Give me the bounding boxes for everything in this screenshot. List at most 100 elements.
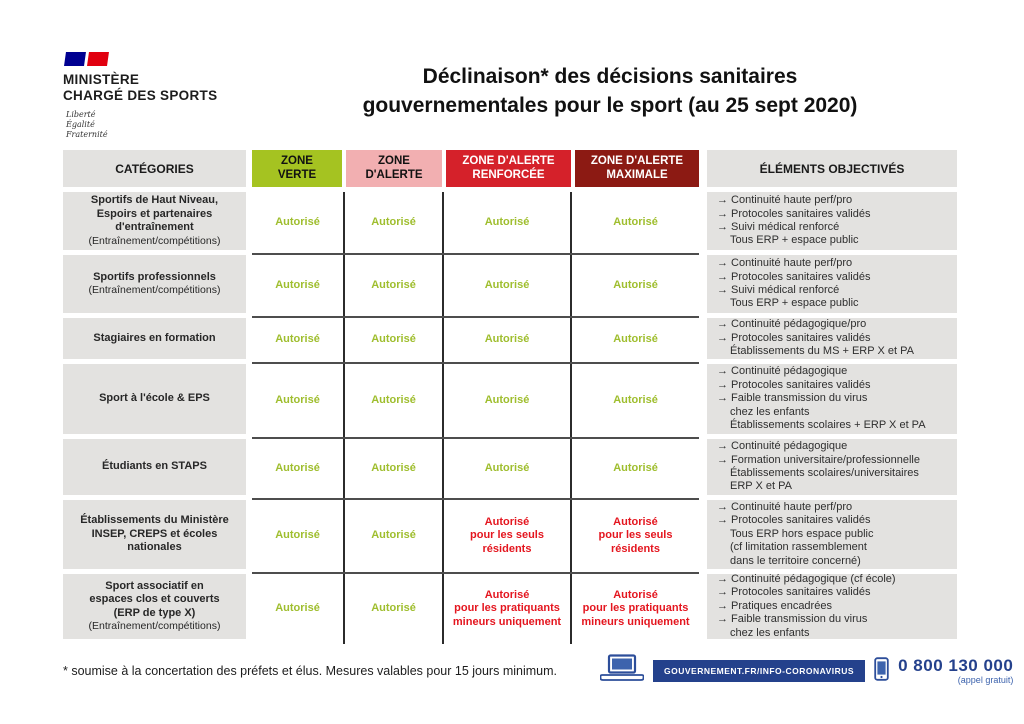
page-title: Déclinaison* des décisions sanitaires go… [300, 62, 920, 120]
element-line: → Continuité haute perf/pro [717, 257, 853, 270]
zone-status-cell: Autorisé pour les seuls résidents [598, 515, 673, 555]
zone-status-cell: Autorisé [345, 500, 444, 572]
element-line: → Formation universitaire/professionnell… [717, 453, 920, 466]
category-sublabel: (Entraînement/compétitions) [88, 620, 221, 633]
motto-fraternite: Fraternité [66, 130, 108, 139]
table-row: Sport à l'école & EPS Autorisé Autorisé Aut… [63, 364, 957, 439]
element-line: → Continuité haute perf/pro [717, 194, 853, 207]
zone-status-cell: Autorisé [444, 192, 572, 253]
zone-status-cell: Autorisé pour les seuls résidents [444, 500, 572, 572]
category-cell: Sportifs de Haut Niveau, Espoirs et part… [63, 192, 246, 250]
table-row: Sport associatif en espaces clos et couv… [63, 572, 957, 644]
zone-status-cell: Autorisé [613, 215, 658, 228]
element-line: Établissements scolaires/universitaires [730, 467, 919, 479]
zone-status-cell: Autorisé [613, 461, 658, 474]
zone-cells: Autorisé Autorisé Autorisé Autorisé [252, 318, 699, 364]
element-line: → Continuité haute perf/pro [717, 500, 853, 513]
zone-cells: Autorisé Autorisé Autorisé pour les seuls … [252, 500, 699, 574]
elements-cell: → Continuité pédagogique/pro → Protocoles… [707, 318, 957, 359]
decision-table: CATÉGORIES ZONE VERTE ZONE D'ALERTE ZONE D… [63, 150, 957, 644]
element-line: → Faible transmission du virus [717, 613, 868, 626]
header-categories: CATÉGORIES [63, 150, 246, 187]
category-label: Établissements du Ministère INSEP, CREPS… [80, 514, 229, 554]
element-line: Tous ERP + espace public [730, 234, 859, 247]
category-sublabel: (Entraînement/compétitions) [88, 234, 221, 247]
element-line: → Protocoles sanitaires validés [717, 270, 871, 283]
table-row: Sportifs professionnels (Entraînement/com… [63, 255, 957, 318]
laptop-icon [599, 654, 645, 688]
zone-status-cell: Autorisé [444, 364, 572, 437]
zone-status-cell: Autorisé [444, 318, 572, 362]
zone-status-cell: Autorisé [345, 439, 444, 498]
element-line: Tous ERP hors espace public [730, 527, 874, 540]
element-line: → Faible transmission du virus [717, 392, 868, 405]
element-line: → Continuité pédagogique [717, 365, 848, 378]
phone-block: 0 800 130 000 (appel gratuit) [898, 657, 1013, 685]
table-body: Sportifs de Haut Niveau, Espoirs et part… [63, 192, 957, 644]
zone-status-cell: Autorisé [252, 192, 345, 253]
element-line: ERP X et PA [730, 480, 792, 493]
element-line: chez les enfants [730, 626, 810, 639]
zone-status-cell: Autorisé [613, 278, 658, 291]
element-line: Établissements scolaires + ERP X et PA [730, 419, 926, 432]
phone-icon [874, 656, 889, 686]
category-cell: Stagiaires en formation [63, 318, 246, 359]
zone-header-verte: ZONE VERTE [252, 150, 342, 187]
page-title-line1: Déclinaison* des décisions sanitaires [422, 65, 798, 88]
zone-status-cell: Autorisé pour les pratiquants mineurs un… [444, 574, 572, 644]
zone-status-cell: Autorisé [345, 192, 444, 253]
french-flag-icon [64, 52, 217, 66]
zone-status-cell: Autorisé pour les pratiquants mineurs un… [581, 588, 690, 628]
elements-cell: → Continuité pédagogique → Formation univ… [707, 439, 957, 495]
category-cell: Sportifs professionnels (Entraînement/com… [63, 255, 246, 313]
zone-status-cell: Autorisé [252, 318, 345, 362]
zone-status-cell: Autorisé [345, 318, 444, 362]
zone-cells: Autorisé Autorisé Autorisé Autorisé [252, 439, 699, 500]
element-line: → Protocoles sanitaires validés [717, 331, 871, 344]
element-line: → Suivi médical renforcé [717, 284, 840, 296]
element-line: → Continuité pédagogique/pro [717, 318, 867, 331]
zone-cells: Autorisé Autorisé Autorisé pour les pratiq… [252, 574, 699, 644]
government-url-badge: GOUVERNEMENT.FR/INFO-CORONAVIRUS [653, 660, 866, 682]
element-line: Tous ERP + espace public [730, 297, 859, 310]
motto-egalite: Égalité [66, 120, 95, 129]
table-row: Sportifs de Haut Niveau, Espoirs et part… [63, 192, 957, 255]
category-cell: Établissements du Ministère INSEP, CREPS… [63, 500, 246, 569]
elements-cell: → Continuité pédagogique → Protocoles san… [707, 364, 957, 434]
category-label: Sportifs de Haut Niveau, Espoirs et part… [90, 194, 219, 234]
zone-header-alerte-maximale: ZONE D'ALERTE MAXIMALE [575, 150, 699, 187]
table-row: Établissements du Ministère INSEP, CREPS… [63, 500, 957, 574]
element-line: → Protocoles sanitaires validés [717, 207, 871, 220]
element-line: → Continuité pédagogique [717, 440, 848, 453]
zone-status-cell: Autorisé [444, 255, 572, 316]
ministry-name-line1: MINISTÈRE [63, 72, 140, 87]
ministry-motto: Liberté Égalité Fraternité [66, 110, 217, 140]
category-cell: Sport à l'école & EPS [63, 364, 246, 434]
elements-cell: → Continuité haute perf/pro → Protocoles … [707, 500, 957, 569]
category-label: Étudiants en STAPS [102, 460, 207, 473]
element-line: (cf limitation rassemblement [730, 541, 867, 554]
elements-cell: → Continuité haute perf/pro → Protocoles … [707, 192, 957, 250]
elements-cell: → Continuité pédagogique (cf école) → Pro… [707, 572, 957, 639]
category-label: Stagiaires en formation [93, 331, 216, 344]
zone-status-cell: Autorisé [252, 500, 345, 572]
phone-number: 0 800 130 000 [898, 656, 1014, 675]
element-line: dans le territoire concerné) [730, 554, 861, 567]
page-title-line2: gouvernementales pour le sport (au 25 se… [362, 94, 858, 117]
motto-liberte: Liberté [66, 110, 96, 119]
zone-status-cell: Autorisé [252, 364, 345, 437]
category-label: Sport à l'école & EPS [99, 392, 210, 405]
zone-cells: Autorisé Autorisé Autorisé Autorisé [252, 255, 699, 318]
element-line: → Continuité pédagogique (cf école) [717, 572, 896, 585]
element-line: → Suivi médical renforcé [717, 221, 840, 233]
zone-status-cell: Autorisé [252, 439, 345, 498]
zone-status-cell: Autorisé [252, 574, 345, 644]
zone-headers: ZONE VERTE ZONE D'ALERTE ZONE D'ALERTE REN… [252, 150, 699, 187]
zone-status-cell: Autorisé [345, 574, 444, 644]
zone-cells: Autorisé Autorisé Autorisé Autorisé [252, 364, 699, 439]
zone-cells: Autorisé Autorisé Autorisé Autorisé [252, 192, 699, 255]
elements-cell: → Continuité haute perf/pro → Protocoles … [707, 255, 957, 313]
category-cell: Étudiants en STAPS [63, 439, 246, 495]
phone-note: (appel gratuit) [957, 675, 1014, 685]
zone-status-cell: Autorisé [345, 364, 444, 437]
